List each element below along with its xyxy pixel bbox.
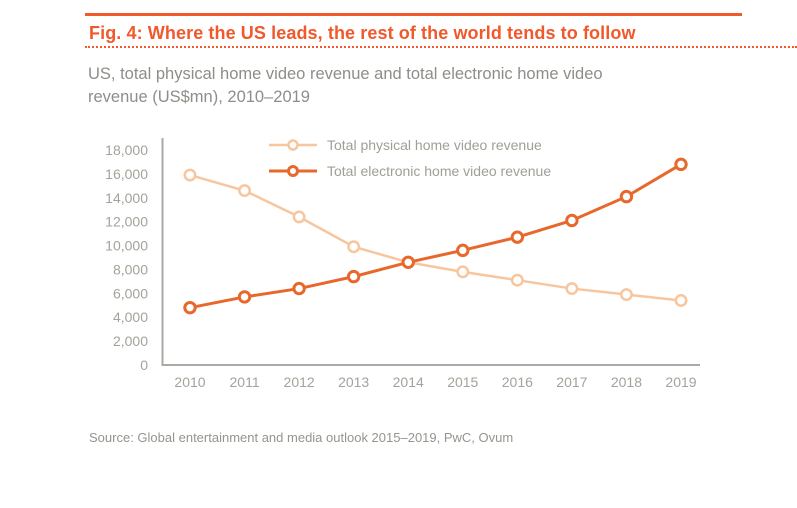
data-point-marker [456,265,470,279]
chart-legend: Total physical home video revenue Total … [269,135,551,181]
figure-subtitle: US, total physical home video revenue an… [88,63,603,108]
legend-item-physical: Total physical home video revenue [269,135,551,155]
subtitle-line-1: US, total physical home video revenue an… [88,65,603,83]
data-point-marker [619,189,634,204]
series-physical [183,168,688,307]
y-tick-label: 0 [140,357,148,373]
title-rule-dotted [85,46,797,48]
y-tick-label: 14,000 [105,190,148,206]
data-point-marker [292,281,306,296]
data-point-marker [292,210,306,224]
data-point-marker [510,273,524,287]
figure-title: Fig. 4: Where the US leads, the rest of … [89,23,636,43]
data-point-marker [346,269,361,284]
y-tick-label: 10,000 [105,238,148,254]
x-tick-label: 2013 [338,374,369,390]
data-point-marker [510,230,525,244]
electronic-series-swatch-icon [269,165,317,177]
x-tick-label: 2010 [174,374,205,390]
legend-label-physical: Total physical home video revenue [327,137,542,153]
x-tick-label: 2016 [502,374,533,390]
x-tick-label: 2012 [284,374,315,390]
y-tick-label: 18,000 [105,142,148,158]
y-axis-tick-labels: 0 2,000 4,000 6,000 8,000 10,000 12,000 14,000 1… [105,142,148,373]
x-tick-label: 2018 [611,374,642,390]
y-tick-label: 16,000 [105,166,148,182]
source-note: Source: Global entertainment and media o… [89,430,514,445]
legend-label-electronic: Total electronic home video revenue [327,163,552,179]
x-tick-label: 2014 [393,374,424,390]
y-tick-label: 8,000 [113,261,148,277]
subtitle-line-2: revenue (US$mn), 2010–2019 [88,87,310,106]
data-point-marker [456,243,470,258]
legend-item-electronic: Total electronic home video revenue [269,161,551,181]
data-point-marker [674,157,688,172]
x-tick-label: 2015 [447,374,478,390]
y-tick-label: 6,000 [113,285,148,301]
data-point-marker [401,255,415,269]
x-axis-tick-labels: 2010 2011 2012 2013 2014 2015 2016 2017 2018 2019 [174,374,696,390]
y-tick-label: 4,000 [113,309,148,325]
title-rule-top [85,13,742,16]
x-tick-label: 2019 [665,374,696,390]
y-tick-label: 12,000 [105,214,148,230]
series-line [189,163,682,310]
data-point-marker [183,168,197,182]
data-point-marker [238,184,252,198]
data-point-marker [347,240,361,254]
data-point-marker [619,288,633,301]
data-point-marker [183,300,197,315]
physical-series-swatch-icon [269,139,317,151]
data-point-marker [237,290,252,304]
x-tick-label: 2017 [556,374,587,390]
data-point-marker [674,294,688,307]
data-point-marker [565,282,579,296]
series-electronic [183,157,688,315]
data-point-marker [565,213,579,228]
x-tick-label: 2011 [230,374,260,390]
series-line [189,173,682,302]
y-tick-label: 2,000 [113,333,148,349]
